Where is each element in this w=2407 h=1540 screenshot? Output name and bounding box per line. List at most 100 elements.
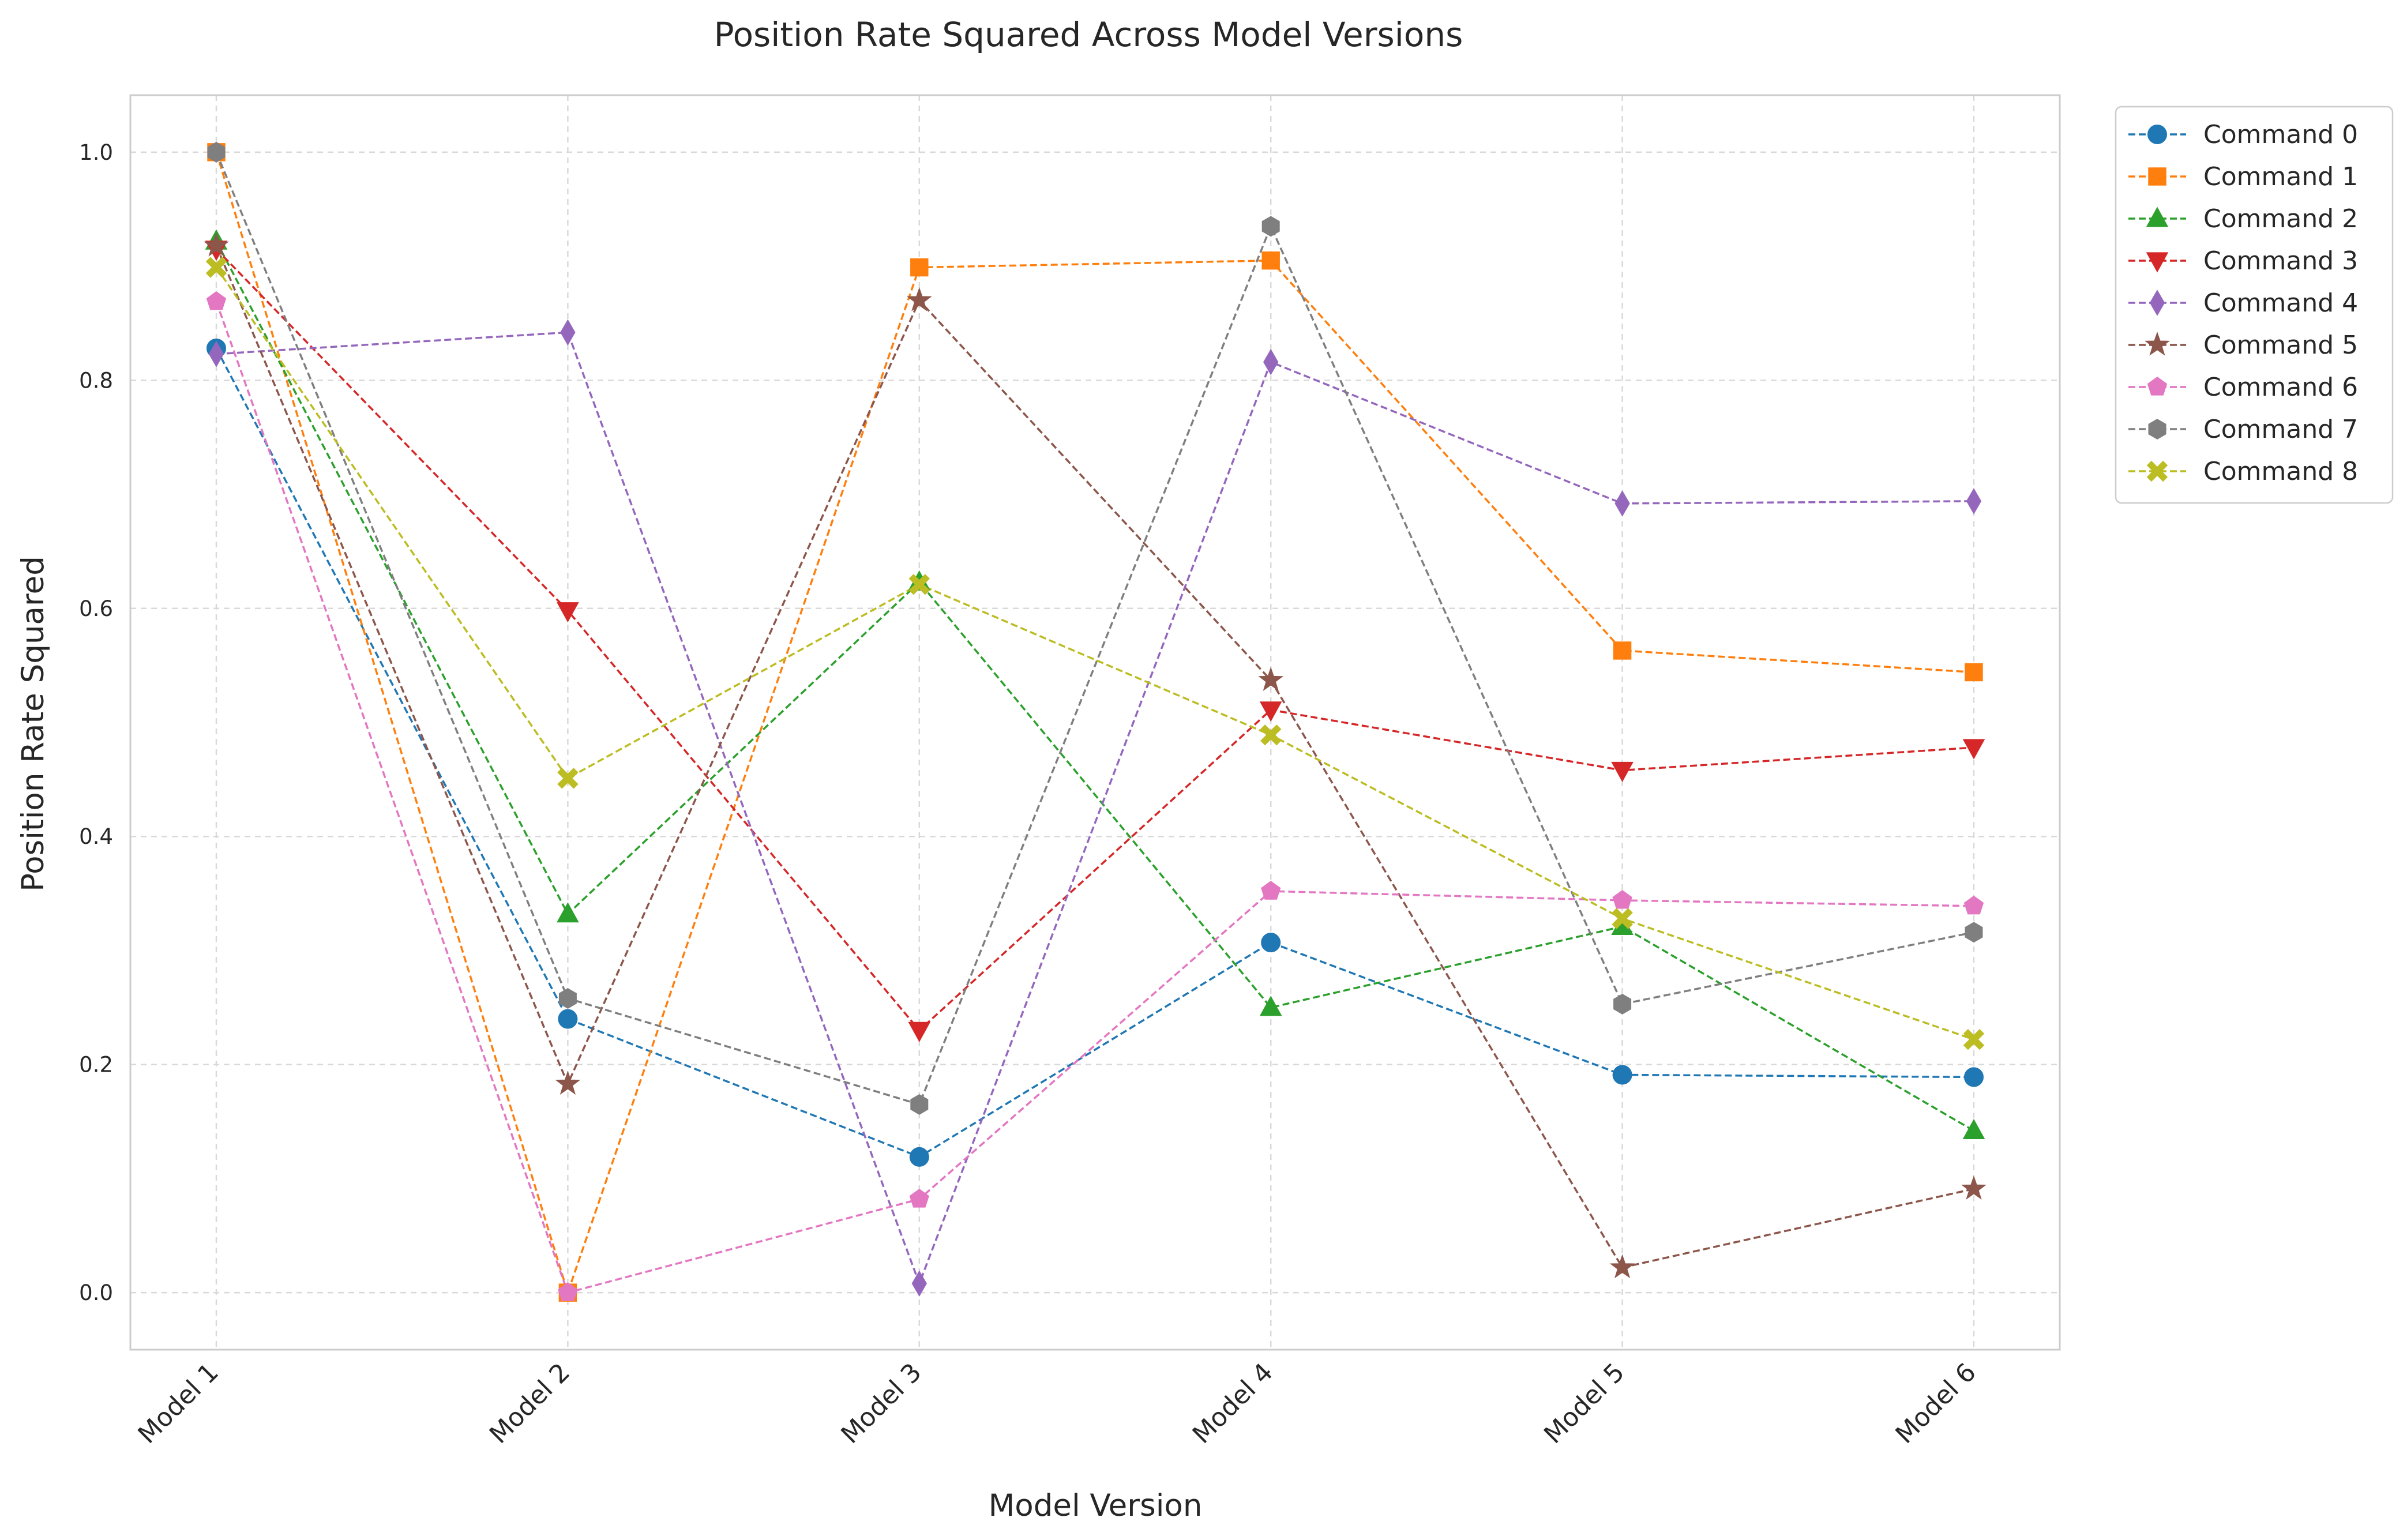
- legend-marker: [2145, 331, 2170, 356]
- y-tick-label: 0.8: [79, 368, 113, 393]
- series-lines: [215, 152, 1974, 1296]
- data-point: [1612, 1065, 1632, 1085]
- legend-item: Command 3: [2128, 246, 2358, 276]
- legend-item: Command 1: [2128, 162, 2358, 191]
- legend-marker: [2147, 125, 2167, 144]
- legend-marker: [2148, 167, 2166, 186]
- data-point: [908, 574, 930, 595]
- y-tick-label: 0.4: [79, 824, 113, 849]
- y-tick-label: 0.2: [79, 1053, 113, 1077]
- series-line-command-0: [215, 348, 1974, 1158]
- data-point: [1612, 908, 1633, 929]
- y-tick-labels: 0.0 0.2 0.4 0.6 0.8 1.0: [79, 140, 113, 1305]
- data-point: [206, 291, 227, 310]
- legend-label: Command 6: [2203, 373, 2358, 402]
- data-point: [910, 258, 929, 277]
- legend-label: Command 3: [2203, 246, 2358, 276]
- series-line-command-6: [215, 301, 1974, 1294]
- data-point: [560, 319, 576, 346]
- legend-label: Command 2: [2203, 204, 2358, 234]
- legend-item: Command 6: [2128, 373, 2358, 402]
- data-point: [558, 988, 577, 1009]
- data-point: [557, 768, 579, 789]
- series-line-command-7: [215, 152, 1974, 1106]
- legend-label: Command 8: [2203, 457, 2358, 486]
- data-point: [1614, 490, 1630, 517]
- legend-label: Command 4: [2203, 288, 2358, 318]
- data-point: [207, 141, 226, 163]
- series-line-command-4: [216, 331, 1974, 1287]
- data-point: [911, 1270, 927, 1297]
- legend: Command 0 Command 1 Command 2 Command 3 Comm…: [2115, 106, 2394, 504]
- data-point: [557, 902, 579, 923]
- data-point: [557, 602, 579, 623]
- y-tick-label: 1.0: [79, 140, 113, 165]
- legend-marker: [2146, 206, 2169, 227]
- legend-label: Command 0: [2203, 120, 2358, 149]
- chart-title: Position Rate Squared Across Model Versi…: [714, 15, 1463, 54]
- data-point: [1964, 1067, 1984, 1087]
- data-point: [1261, 881, 1281, 900]
- data-point: [1961, 1175, 1987, 1200]
- data-point: [558, 1282, 578, 1301]
- y-tick-label: 0.6: [79, 596, 113, 621]
- data-point: [1259, 996, 1282, 1016]
- series-markers: [204, 141, 1987, 1302]
- data-point: [909, 1147, 929, 1167]
- series-line-command-5: [215, 245, 1974, 1269]
- data-point: [1962, 1118, 1985, 1139]
- data-point: [208, 340, 224, 367]
- data-point: [1611, 761, 1634, 782]
- data-point: [1261, 933, 1281, 953]
- data-point: [910, 1094, 929, 1115]
- legend-marker: [2146, 252, 2169, 273]
- data-point: [1963, 895, 1984, 915]
- data-point: [1965, 663, 1983, 682]
- y-tick-label: 0.0: [79, 1280, 113, 1305]
- data-point: [1258, 667, 1284, 691]
- data-point: [204, 232, 229, 257]
- data-point: [1609, 1254, 1635, 1279]
- data-point: [1962, 739, 1985, 760]
- legend-item: Command 7: [2128, 415, 2358, 444]
- data-point: [908, 1021, 931, 1042]
- series-line-command-1: [215, 152, 1974, 1296]
- legend-marker: [2148, 419, 2166, 440]
- data-point: [1260, 724, 1282, 746]
- data-point: [1261, 251, 1280, 270]
- series-line-command-2: [215, 241, 1974, 1132]
- legend-label: Command 1: [2203, 162, 2358, 191]
- data-point: [906, 287, 932, 311]
- legend-label: Command 5: [2203, 330, 2358, 360]
- data-point: [1259, 701, 1282, 722]
- legend-item: Command 5: [2128, 330, 2358, 360]
- legend-box: [2115, 106, 2394, 504]
- data-point: [1263, 348, 1279, 375]
- legend-marker: [2149, 290, 2165, 316]
- data-point: [909, 1188, 929, 1208]
- legend-item: Command 0: [2128, 120, 2358, 149]
- data-point: [558, 1009, 578, 1029]
- data-point: [1613, 641, 1632, 660]
- legend-label: Command 7: [2203, 415, 2358, 444]
- legend-marker: [2146, 460, 2168, 482]
- data-point: [1261, 216, 1280, 237]
- legend-item: Command 4: [2128, 288, 2358, 318]
- data-point: [1612, 889, 1632, 909]
- data-point: [555, 1071, 581, 1095]
- plot-frame: [129, 94, 2061, 1351]
- legend-marker: [2147, 376, 2168, 396]
- data-point: [1963, 1028, 1985, 1050]
- legend-item: Command 8: [2128, 457, 2358, 486]
- y-axis-label: Position Rate Squared: [16, 556, 51, 892]
- series-line-command-3: [215, 248, 1974, 1032]
- data-point: [205, 257, 227, 278]
- data-point: [1966, 488, 1982, 514]
- data-point: [1613, 993, 1632, 1015]
- x-axis-label: Model Version: [989, 1488, 1203, 1523]
- legend-item: Command 2: [2128, 204, 2358, 234]
- series-line-command-8: [215, 266, 1974, 1041]
- data-point: [1965, 922, 1983, 943]
